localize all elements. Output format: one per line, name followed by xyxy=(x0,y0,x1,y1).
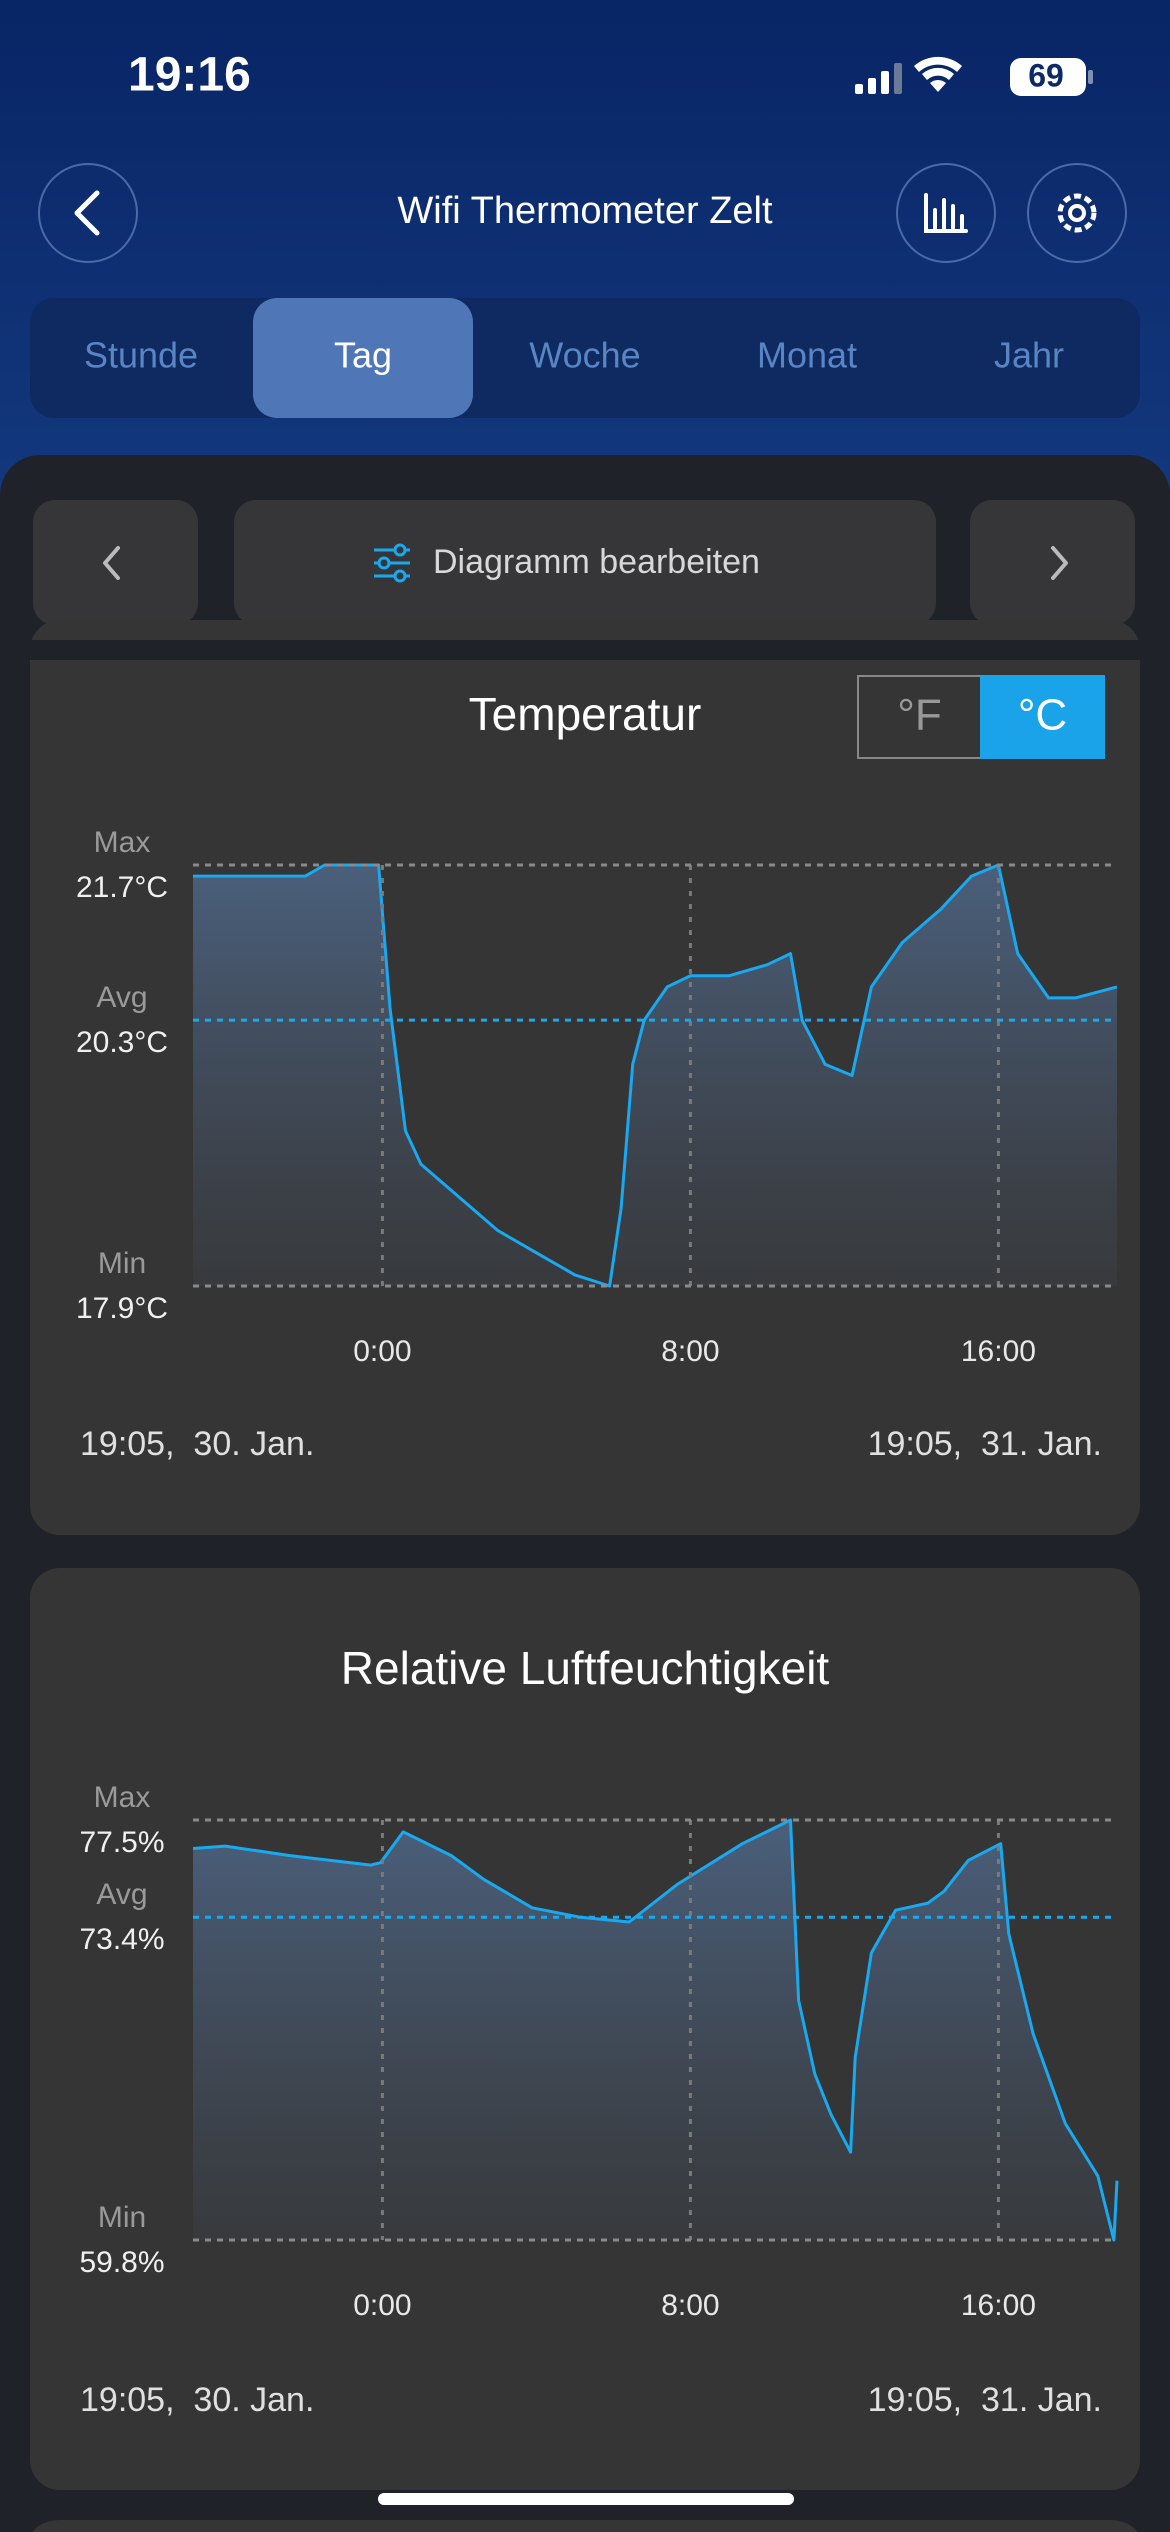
reference-value: 73.4% xyxy=(79,1923,164,1956)
previous-button[interactable] xyxy=(33,500,198,625)
reference-value: 59.8% xyxy=(79,2246,164,2279)
x-tick-label: 8:00 xyxy=(661,1335,719,1368)
range-label: 19:05, 30. Jan. xyxy=(80,2381,314,2419)
tab[interactable]: Tag xyxy=(253,298,473,418)
reference-name: Avg xyxy=(96,1878,147,1911)
chart-card: Relative Luftfeuchtigkeit 0:00 8:00 16:00 Ma… xyxy=(30,1568,1140,2490)
reference-name: Avg xyxy=(96,981,147,1014)
battery-icon xyxy=(1010,58,1086,96)
tabs: Stunde Tag Woche Monat Jahr xyxy=(84,298,1064,418)
tab-label: Jahr xyxy=(994,335,1064,376)
tab-label: Stunde xyxy=(84,335,198,376)
unit-toggle-label: °C xyxy=(1018,691,1067,740)
header-background xyxy=(0,0,1170,520)
x-tick-label: 8:00 xyxy=(661,2289,719,2322)
tab[interactable]: Monat xyxy=(757,335,857,376)
x-tick-label: 0:00 xyxy=(353,2289,411,2322)
next-button[interactable] xyxy=(970,500,1135,625)
unit-toggle-label: °F xyxy=(897,691,941,740)
edit-chart-button[interactable]: Diagramm bearbeiten xyxy=(234,500,936,625)
data-line xyxy=(192,1818,1119,2242)
status-time: 19:16 xyxy=(128,49,251,102)
range-label: 19:05, 31. Jan. xyxy=(868,1425,1102,1463)
data-line xyxy=(193,863,1118,1288)
reference-name: Max xyxy=(94,826,151,859)
header-title: Wifi Thermometer Zelt xyxy=(397,190,773,232)
card-background xyxy=(30,620,1140,1535)
chart-card: Temperatur °F °C 0:00 8:00 16:00 Max 21.7°C Avg 2… xyxy=(0,620,1170,1535)
reference-value: 17.9°C xyxy=(76,1292,168,1325)
next-card xyxy=(32,2520,1138,2532)
chart-title: Relative Luftfeuchtigkeit xyxy=(341,1642,830,1694)
edit-chart-label: Diagramm bearbeiten xyxy=(433,543,760,581)
x-tick-label: 0:00 xyxy=(353,1335,411,1368)
unit-toggle-background xyxy=(857,675,982,759)
reference-value: 21.7°C xyxy=(76,871,168,904)
home-indicator xyxy=(378,2493,794,2505)
range-label: 19:05, 30. Jan. xyxy=(80,1425,314,1463)
tab-selected-background xyxy=(253,298,473,418)
tab-label: Monat xyxy=(757,335,857,376)
x-tick-label: 16:00 xyxy=(961,1335,1036,1368)
statistics-button[interactable] xyxy=(896,163,996,263)
scroll-mask xyxy=(0,640,1170,660)
area-fill xyxy=(193,1820,1117,2240)
chart-title: Temperatur xyxy=(469,688,702,740)
reference-name: Min xyxy=(98,2201,146,2234)
battery-level: 69 xyxy=(1028,57,1064,93)
tab-label: Tag xyxy=(334,335,392,376)
tab[interactable]: Jahr xyxy=(994,335,1064,376)
reference-value: 20.3°C xyxy=(76,1026,168,1059)
reference-name: Max xyxy=(94,1781,151,1814)
unit-toggle[interactable]: °F xyxy=(857,675,982,759)
reference-value: 77.5% xyxy=(79,1826,164,1859)
tab[interactable]: Stunde xyxy=(84,335,198,376)
area-fill xyxy=(193,865,1117,1286)
reference-name: Min xyxy=(98,1247,146,1280)
tab[interactable]: Woche xyxy=(529,335,640,376)
range-label: 19:05, 31. Jan. xyxy=(868,2381,1102,2419)
wifi-icon xyxy=(914,56,962,92)
signal-icon xyxy=(855,63,902,94)
back-button[interactable] xyxy=(38,163,138,263)
unit-toggle[interactable]: °C xyxy=(980,675,1105,759)
x-tick-label: 16:00 xyxy=(961,2289,1036,2322)
settings-button[interactable] xyxy=(1027,163,1127,263)
battery-tip xyxy=(1088,70,1093,84)
unit-toggle-background xyxy=(980,675,1105,759)
tab-label: Woche xyxy=(529,335,640,376)
